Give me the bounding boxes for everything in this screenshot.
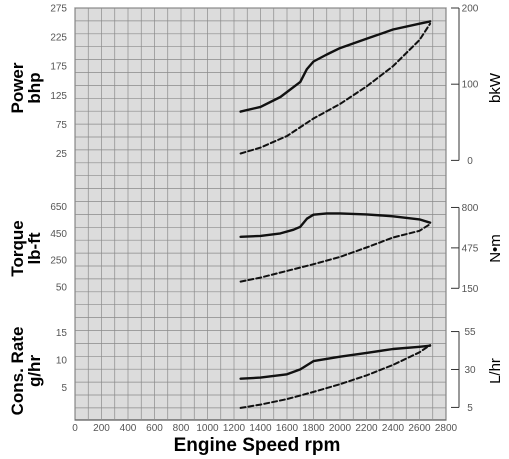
x-tick-label: 1000	[196, 423, 219, 434]
left-tick-label: 15	[56, 328, 68, 339]
right-tick-label: 200	[462, 4, 479, 15]
left-axis-title: Powerbhp	[8, 62, 44, 113]
series-line-dashed	[239, 344, 432, 409]
right-tick-label: 100	[462, 80, 479, 91]
right-tick-label: 30	[464, 365, 476, 376]
x-tick-label: 200	[93, 423, 110, 434]
right-axis-title: N•m	[487, 234, 504, 263]
series-line-solid	[239, 212, 432, 239]
left-tick-label: 450	[50, 229, 67, 240]
x-tick-label: 1200	[223, 423, 246, 434]
x-tick-label: 400	[120, 423, 137, 434]
x-tick-label: 2400	[382, 423, 405, 434]
left-tick-label: 275	[50, 4, 67, 15]
series-line-solid	[239, 20, 432, 113]
right-tick-label: 150	[462, 284, 479, 295]
left-tick-label: 5	[61, 383, 67, 394]
x-tick-label: 1400	[249, 423, 272, 434]
left-tick-label: 250	[50, 256, 67, 267]
right-axis-title: L/hr	[487, 358, 504, 384]
left-tick-label: 75	[56, 120, 68, 131]
x-tick-label: 1800	[302, 423, 325, 434]
x-tick-label: 2800	[435, 423, 458, 434]
series-line-solid	[239, 344, 432, 380]
right-tick-label: 800	[462, 203, 479, 214]
right-tick-label: 55	[464, 327, 476, 338]
left-axis-title: Torquelb-ft	[8, 220, 44, 276]
right-axis-title: bkW	[487, 72, 504, 103]
left-tick-label: 225	[50, 33, 67, 44]
x-tick-label: 1600	[276, 423, 299, 434]
right-tick-label: 5	[467, 403, 473, 414]
x-tick-label: 800	[173, 423, 190, 434]
x-axis: 0 200 400 600 800 1000 1200 1400 1600 1800 2000 220…	[72, 423, 457, 434]
left-tick-label: 175	[50, 62, 67, 73]
panel-2: 650 450 250 50 800 475 150 Torquelb-ft N•m	[8, 202, 504, 295]
series-line-dashed	[239, 22, 432, 155]
x-tick-label: 2200	[355, 423, 378, 434]
left-tick-label: 25	[56, 149, 68, 160]
x-tick-label: 0	[72, 423, 78, 434]
right-tick-label: 475	[462, 243, 479, 254]
left-tick-label: 650	[50, 202, 67, 213]
left-axis-title: Cons. Rateg/hr	[8, 327, 44, 416]
series-line-dashed	[239, 223, 432, 283]
right-tick-label: 0	[467, 156, 473, 167]
x-axis-title: Engine Speed rpm	[174, 435, 341, 456]
x-tick-label: 600	[146, 423, 163, 434]
x-tick-label: 2000	[329, 423, 352, 434]
left-tick-label: 10	[56, 356, 68, 367]
x-tick-label: 2600	[408, 423, 431, 434]
left-tick-label: 125	[50, 91, 67, 102]
left-tick-label: 50	[56, 282, 68, 293]
panel-1: 275 225 175 125 75 25 200 100 0 Powerbhp bkW	[8, 4, 504, 167]
